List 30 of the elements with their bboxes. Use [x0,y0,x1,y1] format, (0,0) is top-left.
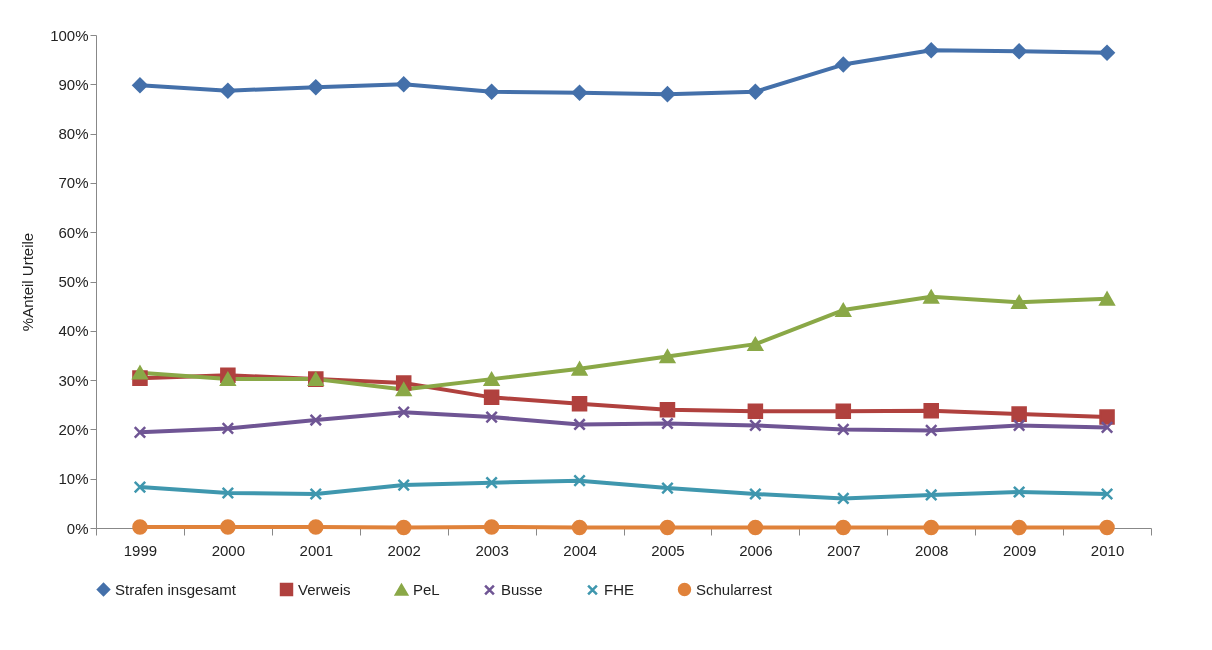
x-tick-label: 2003 [475,541,509,559]
x-tick-label: 2004 [563,541,597,559]
x-tick-label: 2002 [387,541,421,559]
x-tick-label: 2000 [211,541,246,559]
y-tick-label: 10% [58,470,89,488]
y-tick-label: 30% [58,371,89,389]
legend-label: FHE [604,581,634,599]
y-tick-label: 60% [58,223,89,241]
legend-label: Schularrest [696,580,773,598]
x-tick-label: 2005 [651,541,685,559]
y-tick-label: 0% [66,519,89,537]
y-tick-label: 100% [50,26,89,44]
x-tick-label: 1999 [123,541,158,559]
y-tick-label: 80% [58,125,89,143]
y-tick-label: 70% [58,174,89,192]
y-tick-label: 40% [58,322,89,340]
x-tick-label: 2010 [1090,541,1125,559]
legend-label: Busse [501,581,543,599]
legend-label: PeL [413,580,440,598]
legend-label: Strafen insgesamt [115,580,237,598]
y-tick-label: 20% [58,420,89,438]
x-tick-label: 2007 [827,541,861,559]
x-tick-label: 2006 [739,541,773,559]
y-tick-label: 90% [58,75,89,93]
y-axis-title: %Anteil Urteile [19,232,37,332]
x-tick-label: 2008 [915,541,949,559]
y-tick-label: 50% [58,273,89,290]
x-tick-label: 2001 [299,541,333,559]
x-tick-label: 2009 [1002,541,1037,559]
legend-label: Verweis [298,580,351,598]
